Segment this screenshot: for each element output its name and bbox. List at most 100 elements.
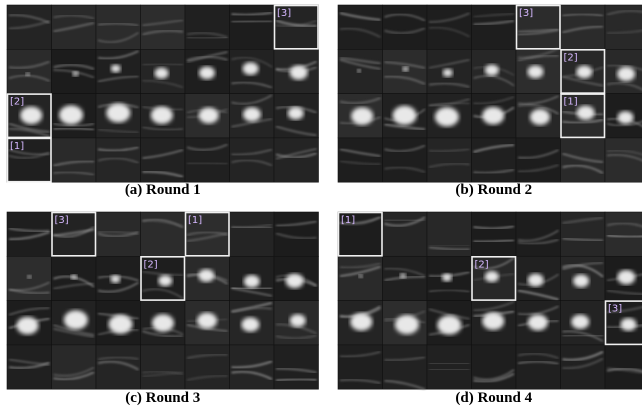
blob bbox=[20, 107, 42, 125]
image-tile bbox=[516, 345, 561, 389]
image-tile bbox=[472, 212, 517, 256]
blob bbox=[197, 313, 217, 329]
blob bbox=[27, 275, 31, 278]
texture bbox=[232, 21, 273, 22]
blob bbox=[530, 109, 550, 125]
blob bbox=[618, 111, 634, 124]
image-tile bbox=[605, 138, 642, 182]
image-tile bbox=[383, 212, 428, 256]
blob bbox=[155, 68, 169, 79]
blob bbox=[350, 313, 372, 331]
blob bbox=[111, 65, 121, 73]
blob bbox=[485, 65, 499, 76]
blob bbox=[106, 103, 130, 122]
panel: [1] [2] [3] (d) Round 4 bbox=[338, 212, 642, 406]
image-tile bbox=[230, 5, 275, 49]
blob bbox=[244, 275, 260, 288]
image-tile bbox=[230, 212, 275, 256]
blob bbox=[110, 275, 120, 283]
blob bbox=[243, 107, 261, 121]
blob bbox=[482, 312, 504, 330]
panel: [3][1][2](c) Round 3 bbox=[7, 212, 319, 406]
blob bbox=[16, 317, 38, 335]
box-label: [2] bbox=[144, 259, 158, 270]
image-tile bbox=[427, 345, 472, 389]
image-tile bbox=[605, 212, 642, 256]
box-label: [2] bbox=[10, 97, 24, 108]
image-tile bbox=[338, 256, 383, 300]
blob bbox=[528, 314, 548, 330]
box-label: [3] bbox=[608, 304, 622, 315]
blob bbox=[485, 271, 499, 282]
blob bbox=[395, 315, 419, 334]
image-tile bbox=[338, 138, 383, 182]
box-label: [2] bbox=[564, 52, 578, 63]
blob bbox=[198, 269, 214, 282]
image-tile bbox=[52, 345, 97, 389]
blob bbox=[351, 107, 373, 125]
image-tile bbox=[185, 138, 230, 182]
blob bbox=[359, 275, 363, 278]
blob bbox=[576, 66, 592, 79]
blob bbox=[243, 62, 259, 75]
blob bbox=[288, 107, 304, 120]
blob bbox=[393, 106, 417, 125]
blob bbox=[64, 310, 88, 329]
box-label: [3] bbox=[55, 215, 69, 226]
panel: [3] [2] [1] (a) Round 1 bbox=[7, 5, 319, 198]
box-label: [1] bbox=[10, 141, 24, 152]
blob bbox=[400, 273, 406, 278]
image-tile bbox=[383, 138, 428, 182]
image-tile bbox=[427, 138, 472, 182]
image-tile bbox=[274, 345, 319, 389]
blob bbox=[199, 107, 219, 123]
blob bbox=[59, 105, 83, 124]
image-tile bbox=[516, 212, 561, 256]
blob bbox=[151, 106, 173, 124]
box-label: [1] bbox=[564, 97, 578, 108]
image-tile bbox=[516, 138, 561, 182]
blob bbox=[403, 67, 409, 72]
image-tile bbox=[383, 256, 428, 300]
caption: (b) Round 2 bbox=[455, 182, 532, 198]
caption: (a) Round 1 bbox=[125, 182, 201, 198]
blob bbox=[442, 274, 452, 282]
image-tile bbox=[605, 345, 642, 389]
image-tile bbox=[141, 345, 186, 389]
blob bbox=[241, 317, 259, 331]
box-label: [3] bbox=[277, 8, 291, 19]
image-tile bbox=[561, 138, 606, 182]
image-tile bbox=[472, 345, 517, 389]
blob bbox=[577, 106, 595, 120]
blob bbox=[357, 69, 361, 72]
box-label: [2] bbox=[475, 259, 489, 270]
image-tile bbox=[96, 5, 141, 49]
image-tile bbox=[274, 138, 319, 182]
blob bbox=[109, 315, 133, 334]
image-tile bbox=[472, 5, 517, 49]
blob bbox=[199, 66, 215, 79]
blob bbox=[573, 275, 589, 288]
box-label: [1] bbox=[341, 215, 355, 226]
texture bbox=[563, 335, 604, 336]
image-tile bbox=[7, 256, 52, 300]
blob bbox=[290, 314, 306, 327]
image-tile bbox=[338, 5, 383, 49]
blob bbox=[528, 274, 544, 287]
blob bbox=[73, 71, 79, 76]
image-tile bbox=[141, 5, 186, 49]
blob bbox=[290, 65, 308, 79]
image-tile bbox=[185, 5, 230, 49]
blob bbox=[617, 270, 635, 284]
blob bbox=[571, 315, 589, 329]
image-tile bbox=[52, 138, 97, 182]
caption: (d) Round 4 bbox=[455, 390, 532, 406]
image-tile bbox=[383, 5, 428, 49]
blob bbox=[26, 73, 30, 76]
panel: [3][2][1](b) Round 2 bbox=[338, 5, 642, 198]
blob bbox=[286, 274, 304, 288]
figure: [3] [2] [1] (a) Round 1 [3] [2] [1] (b) Round 2… bbox=[0, 0, 642, 417]
image-tile bbox=[7, 49, 52, 93]
blob bbox=[71, 275, 77, 280]
blob bbox=[617, 67, 635, 81]
